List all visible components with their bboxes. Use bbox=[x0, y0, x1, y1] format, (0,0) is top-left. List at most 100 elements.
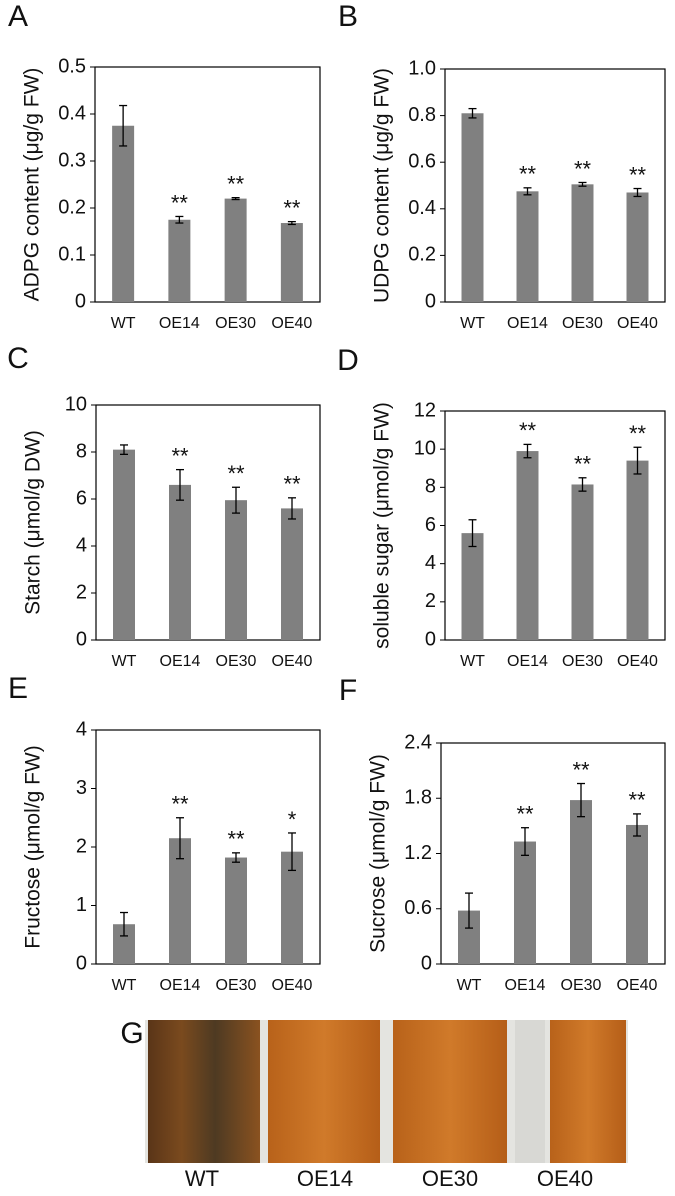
image-panel: G bbox=[120, 1017, 628, 1163]
y-tick-label: 0.3 bbox=[58, 149, 86, 171]
y-axis-label: Starch (μmol/g DW) bbox=[22, 430, 45, 615]
x-tick-label: OE14 bbox=[159, 315, 200, 332]
y-tick-label: 8 bbox=[425, 476, 436, 498]
error-bar bbox=[633, 446, 642, 475]
y-tick-label: 2 bbox=[76, 835, 87, 857]
y-tick-label: 0 bbox=[75, 290, 86, 312]
x-tick-label: OE14 bbox=[507, 315, 548, 332]
error-bar bbox=[120, 911, 128, 937]
y-tick-label: 2 bbox=[425, 590, 436, 612]
leaf bbox=[148, 1020, 260, 1163]
y-tick-label: 1.2 bbox=[404, 842, 432, 864]
error-bar bbox=[176, 468, 184, 501]
significance-mark: ** bbox=[516, 802, 534, 827]
bar bbox=[169, 838, 191, 964]
y-tick-label: 2.4 bbox=[404, 731, 432, 753]
significance-mark: ** bbox=[628, 788, 646, 813]
y-tick-label: 1.8 bbox=[404, 787, 432, 809]
x-tick-label: OE14 bbox=[507, 653, 548, 670]
bar bbox=[225, 500, 247, 640]
plot-frame bbox=[444, 68, 666, 303]
bar bbox=[516, 191, 539, 302]
y-tick-label: 4 bbox=[76, 534, 87, 556]
image-label: OE40 bbox=[537, 1166, 593, 1191]
bar bbox=[514, 841, 536, 964]
y-tick-label: 0 bbox=[76, 628, 87, 650]
error-bar bbox=[468, 107, 477, 119]
leaf bbox=[268, 1020, 380, 1163]
y-tick-label: 4 bbox=[76, 718, 87, 740]
significance-mark: ** bbox=[227, 461, 245, 486]
bar bbox=[626, 460, 649, 640]
y-tick-label: 0 bbox=[425, 290, 436, 312]
y-tick-label: 0.4 bbox=[58, 102, 86, 124]
significance-mark: ** bbox=[283, 472, 301, 497]
x-tick-label: WT bbox=[460, 315, 485, 332]
bar bbox=[225, 857, 247, 964]
x-tick-label: WT bbox=[111, 315, 136, 332]
error-bar bbox=[119, 104, 128, 147]
plot-frame bbox=[95, 404, 321, 641]
y-axis-label: Fructose (μmol/g FW) bbox=[22, 745, 45, 948]
bar bbox=[281, 851, 303, 964]
error-bar bbox=[468, 519, 477, 548]
x-tick-label: WT bbox=[457, 977, 482, 994]
y-tick-label: 8 bbox=[76, 440, 87, 462]
y-tick-label: 3 bbox=[76, 777, 87, 799]
significance-mark: ** bbox=[171, 792, 189, 817]
significance-mark: ** bbox=[283, 195, 301, 220]
error-bar bbox=[633, 187, 642, 198]
error-bar bbox=[232, 486, 240, 514]
x-tick-label: OE30 bbox=[562, 653, 603, 670]
significance-mark: ** bbox=[629, 421, 647, 446]
error-bar bbox=[288, 497, 296, 520]
y-tick-label: 1.0 bbox=[408, 57, 436, 79]
x-tick-label: WT bbox=[460, 653, 485, 670]
x-tick-label: OE40 bbox=[617, 653, 658, 670]
x-tick-label: OE40 bbox=[617, 315, 658, 332]
y-axis-label: ADPG content (μg/g FW) bbox=[21, 68, 44, 302]
x-tick-label: WT bbox=[112, 653, 137, 670]
y-tick-label: 6 bbox=[425, 514, 436, 536]
leaf bbox=[550, 1020, 626, 1163]
significance-mark: ** bbox=[227, 171, 245, 196]
panel-label: C bbox=[7, 342, 29, 375]
bar bbox=[461, 533, 484, 640]
leaf-gap bbox=[515, 1020, 545, 1163]
significance-mark: ** bbox=[572, 757, 590, 782]
bar bbox=[626, 192, 649, 302]
bar bbox=[626, 824, 648, 964]
significance-mark: ** bbox=[519, 162, 537, 187]
y-tick-label: 1 bbox=[76, 894, 87, 916]
y-tick-label: 10 bbox=[414, 437, 436, 459]
error-bar bbox=[288, 832, 296, 872]
x-tick-label: WT bbox=[112, 977, 137, 994]
image-label: OE14 bbox=[297, 1166, 353, 1191]
y-tick-label: 12 bbox=[414, 399, 436, 421]
y-axis-label: soluble sugar (μmol/g FW) bbox=[371, 402, 394, 649]
significance-mark: ** bbox=[574, 156, 592, 181]
bar bbox=[113, 924, 135, 964]
panel-label: A bbox=[8, 0, 28, 33]
y-tick-label: 0 bbox=[421, 952, 432, 974]
error-bar bbox=[523, 187, 532, 196]
bar bbox=[112, 125, 135, 302]
bar bbox=[224, 198, 247, 302]
panel-label: G bbox=[120, 1017, 143, 1050]
error-bar bbox=[175, 215, 184, 224]
y-tick-label: 0.2 bbox=[408, 244, 436, 266]
y-tick-label: 4 bbox=[425, 552, 436, 574]
bar bbox=[169, 484, 191, 640]
y-axis-label: Sucrose (μmol/g FW) bbox=[367, 754, 390, 953]
bar bbox=[280, 223, 303, 302]
x-tick-label: OE30 bbox=[216, 977, 257, 994]
bar bbox=[461, 113, 484, 303]
bar bbox=[458, 910, 480, 964]
y-tick-label: 6 bbox=[76, 487, 87, 509]
x-tick-label: OE14 bbox=[160, 977, 201, 994]
x-tick-label: OE30 bbox=[561, 977, 602, 994]
significance-mark: ** bbox=[227, 827, 245, 852]
y-tick-label: 0.8 bbox=[408, 104, 436, 126]
error-bar bbox=[465, 892, 473, 929]
